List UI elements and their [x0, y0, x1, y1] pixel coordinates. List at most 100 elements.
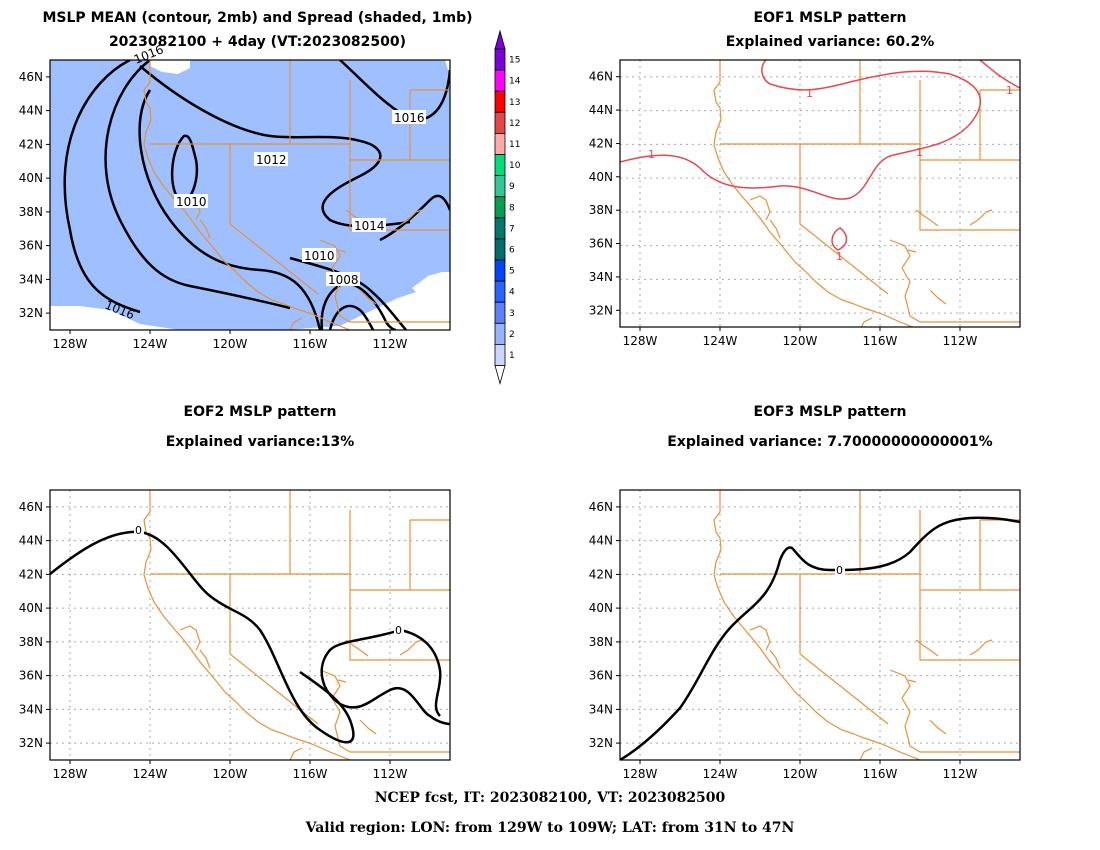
lon-tick-label: 116W [863, 334, 898, 348]
lat-tick-label: 46N [589, 70, 613, 84]
lat-tick-label: 42N [19, 137, 43, 151]
lon-tick-label: 128W [623, 767, 658, 781]
colorbar-cell [494, 154, 506, 177]
colorbar: 15 14 13 12 11 10 9 8 7 6 5 4 3 2 1 [494, 29, 521, 385]
lat-tick-label: 38N [589, 635, 613, 649]
colorbar-label: 8 [509, 203, 515, 213]
lat-tick-label: 44N [589, 534, 613, 548]
eof3-contour [620, 516, 1020, 760]
eof1-contour-ne [979, 60, 1020, 89]
eof3-subtitle: Explained variance: 7.70000000000001% [667, 434, 993, 450]
contour-1016-west [63, 60, 141, 314]
contour-1012-centre [138, 89, 322, 330]
colorbar-top-arrow [494, 29, 506, 50]
colorbar-label: 4 [509, 288, 515, 298]
colorbar-cell [494, 322, 506, 345]
contour-1014-west [104, 60, 291, 310]
lon-tick-label: 112W [373, 767, 408, 781]
eof2-title: EOF2 MSLP pattern [183, 404, 337, 420]
eof1-label: 1 [916, 146, 923, 159]
contour-label: 1010 [176, 195, 207, 209]
eof1-title: EOF1 MSLP pattern [753, 10, 907, 26]
lat-tick-label: 36N [589, 237, 613, 251]
colorbar-label: 14 [509, 77, 521, 87]
eof2-panel: 0 0 [49, 489, 451, 761]
lat-tick-label: 46N [589, 500, 613, 514]
contour-1010-low [170, 134, 199, 203]
lon-tick-label: 112W [943, 334, 978, 348]
contour-1012-north [139, 65, 411, 228]
contour-1010-east [289, 256, 407, 330]
footer-line-1: NCEP fcst, IT: 2023082100, VT: 202308250… [374, 790, 726, 806]
footer-line-2: Valid region: LON: from 129W to 109W; LA… [305, 820, 795, 836]
eof3-label: 0 [836, 564, 843, 577]
lon-tick-label: 124W [133, 337, 168, 351]
colorbar-cell [494, 301, 506, 324]
lat-tick-label: 42N [19, 567, 43, 581]
lat-tick-label: 42N [589, 567, 613, 581]
lat-tick-label: 44N [19, 104, 43, 118]
eof1-subtitle: Explained variance: 60.2% [725, 34, 935, 50]
lat-tick-label: 38N [19, 635, 43, 649]
lat-tick-label: 34N [19, 272, 43, 286]
lat-tick-label: 32N [19, 736, 43, 750]
lat-tick-label: 32N [19, 306, 43, 320]
eof2-label: 0 [395, 624, 402, 637]
colorbar-label: 13 [509, 98, 520, 108]
colorbar-cell [494, 90, 506, 113]
colorbar-label: 11 [509, 140, 520, 150]
lon-tick-label: 128W [623, 334, 658, 348]
lon-tick-label: 116W [293, 337, 328, 351]
colorbar-bottom-arrow [494, 365, 506, 385]
colorbar-label: 6 [509, 245, 515, 255]
lon-tick-label: 128W [53, 767, 88, 781]
colorbar-label: 7 [509, 224, 515, 234]
colorbar-cell [494, 111, 506, 134]
lat-tick-label: 40N [19, 601, 43, 615]
contour-label: 1010 [304, 249, 335, 263]
lon-tick-label: 112W [373, 337, 408, 351]
lat-tick-label: 44N [19, 534, 43, 548]
lat-tick-label: 34N [589, 270, 613, 284]
colorbar-label: 12 [509, 119, 520, 129]
lon-tick-label: 120W [213, 337, 248, 351]
lon-tick-label: 116W [863, 767, 898, 781]
lat-tick-label: 44N [589, 103, 613, 117]
colorbar-cell [494, 238, 506, 261]
colorbar-cell [494, 217, 506, 240]
contour-label: 1016 [394, 111, 425, 125]
lon-tick-label: 120W [783, 334, 818, 348]
lat-tick-label: 34N [19, 702, 43, 716]
lat-tick-label: 42N [589, 136, 613, 150]
lon-tick-label: 120W [213, 767, 248, 781]
lat-tick-label: 32N [589, 736, 613, 750]
contour-1008-east [320, 282, 397, 330]
lat-tick-label: 46N [19, 70, 43, 84]
contour-label: 1014 [354, 219, 385, 233]
contour-label: 1008 [328, 273, 359, 287]
eof3-panel: 0 [619, 489, 1021, 761]
eof1-contour-main [620, 60, 981, 200]
eof2-subtitle: Explained variance:13% [165, 434, 355, 450]
eof1-contour-small [831, 227, 848, 251]
lat-tick-label: 38N [589, 203, 613, 217]
colorbar-cell [494, 69, 506, 92]
colorbar-cell [494, 175, 506, 198]
colorbar-label: 15 [509, 56, 520, 66]
colorbar-cell [494, 343, 506, 366]
lat-tick-label: 36N [19, 669, 43, 683]
lat-tick-label: 38N [19, 205, 43, 219]
eof2-contour-west [50, 530, 355, 744]
lat-tick-label: 46N [19, 500, 43, 514]
colorbar-cell [494, 48, 506, 71]
eof3-title: EOF3 MSLP pattern [753, 404, 907, 420]
colorbar-label: 10 [509, 161, 521, 171]
eof1-panel: 1 1 1 1 1 [619, 59, 1021, 328]
lat-tick-label: 34N [589, 702, 613, 716]
eof2-label: 0 [135, 524, 142, 537]
eof2-contour-east [320, 628, 450, 726]
colorbar-cell [494, 259, 506, 282]
lat-tick-label: 40N [19, 171, 43, 185]
eof1-label: 1 [648, 148, 655, 161]
